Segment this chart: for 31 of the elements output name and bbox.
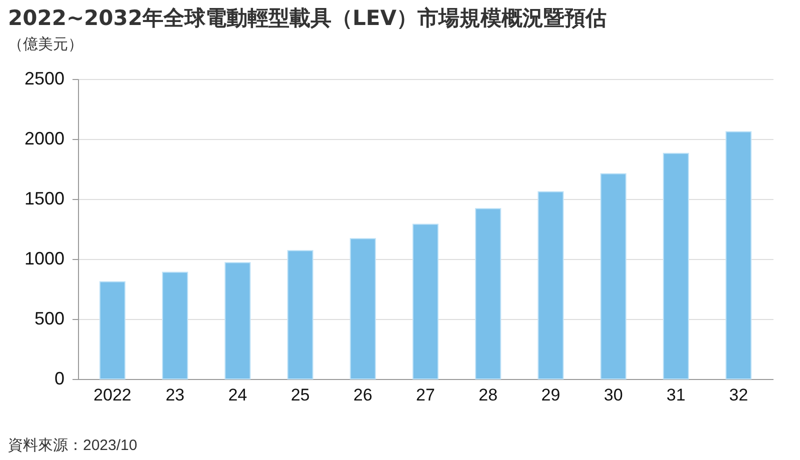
x-tick-label: 29 [541, 386, 560, 404]
x-tick-label: 24 [228, 386, 248, 404]
x-tick-label: 26 [353, 386, 372, 404]
y-tick-label: 500 [34, 308, 64, 328]
x-tick-label: 31 [666, 386, 686, 404]
bar [726, 131, 752, 380]
bar [287, 250, 314, 380]
bar [538, 191, 564, 380]
x-tick-label: 28 [478, 386, 498, 404]
x-tick-label: 25 [290, 386, 310, 404]
x-tick-label: 2022 [94, 386, 132, 404]
y-tick-label: 2000 [24, 128, 64, 148]
source-note: 資料來源：2023/10 [8, 436, 138, 455]
y-tick-label: 0 [54, 368, 64, 388]
x-tick-label: 27 [416, 386, 435, 404]
bar [412, 224, 439, 380]
bar [662, 152, 689, 380]
bar [475, 208, 502, 380]
bar [99, 281, 126, 380]
x-tick-label: 32 [729, 386, 748, 404]
bar [350, 238, 376, 380]
bar [224, 262, 251, 380]
x-tick-label: 23 [166, 386, 185, 404]
x-tick-label: 30 [604, 386, 623, 404]
bar [600, 173, 626, 380]
chart-subtitle: （億美元） [8, 35, 83, 53]
y-tick-label: 2500 [24, 68, 64, 88]
bar [162, 272, 188, 380]
chart-title: 2022~2032年全球電動輕型載具（LEV）市場規模概況暨預估 [8, 6, 606, 30]
y-tick-label: 1500 [24, 188, 64, 208]
y-tick-label: 1000 [24, 248, 64, 268]
